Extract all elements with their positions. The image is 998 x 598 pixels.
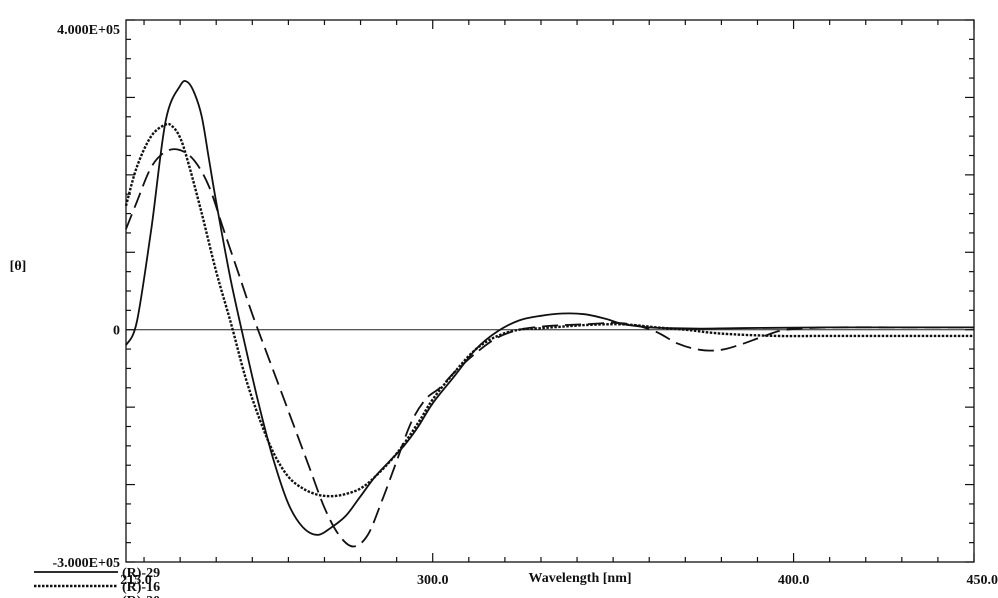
legend: (R)-29(R)-16(R)-20 [34,566,160,598]
y-tick-label: -3.000E+05 [53,556,120,571]
x-axis-label: Wavelength [nm] [528,571,631,586]
y-axis-label: [θ] [10,259,27,274]
series-line-3 [125,148,974,548]
series-line-2 [124,122,974,498]
x-tick-label: 215.0 [120,573,152,588]
legend-label-1: (R)-29 [122,566,160,581]
x-tick-label: 450.0 [967,573,998,588]
legend-label-2: (R)-16 [122,580,160,595]
x-tick-label: 300.0 [417,573,449,588]
series-line-1 [125,80,974,536]
legend-label-3: (R)-20 [122,594,160,598]
x-tick-label: 400.0 [778,573,810,588]
y-tick-label: 0 [113,324,120,339]
series-layer [124,80,974,548]
y-tick-label: 4.000E+05 [57,23,120,38]
plot-frame [125,19,975,563]
axis-ticks [126,19,975,563]
tick-labels: 215.0 300.0 400.0 450.0 4.000E+05 0 -3.000E+05 [53,23,998,588]
plot-border [125,19,975,563]
